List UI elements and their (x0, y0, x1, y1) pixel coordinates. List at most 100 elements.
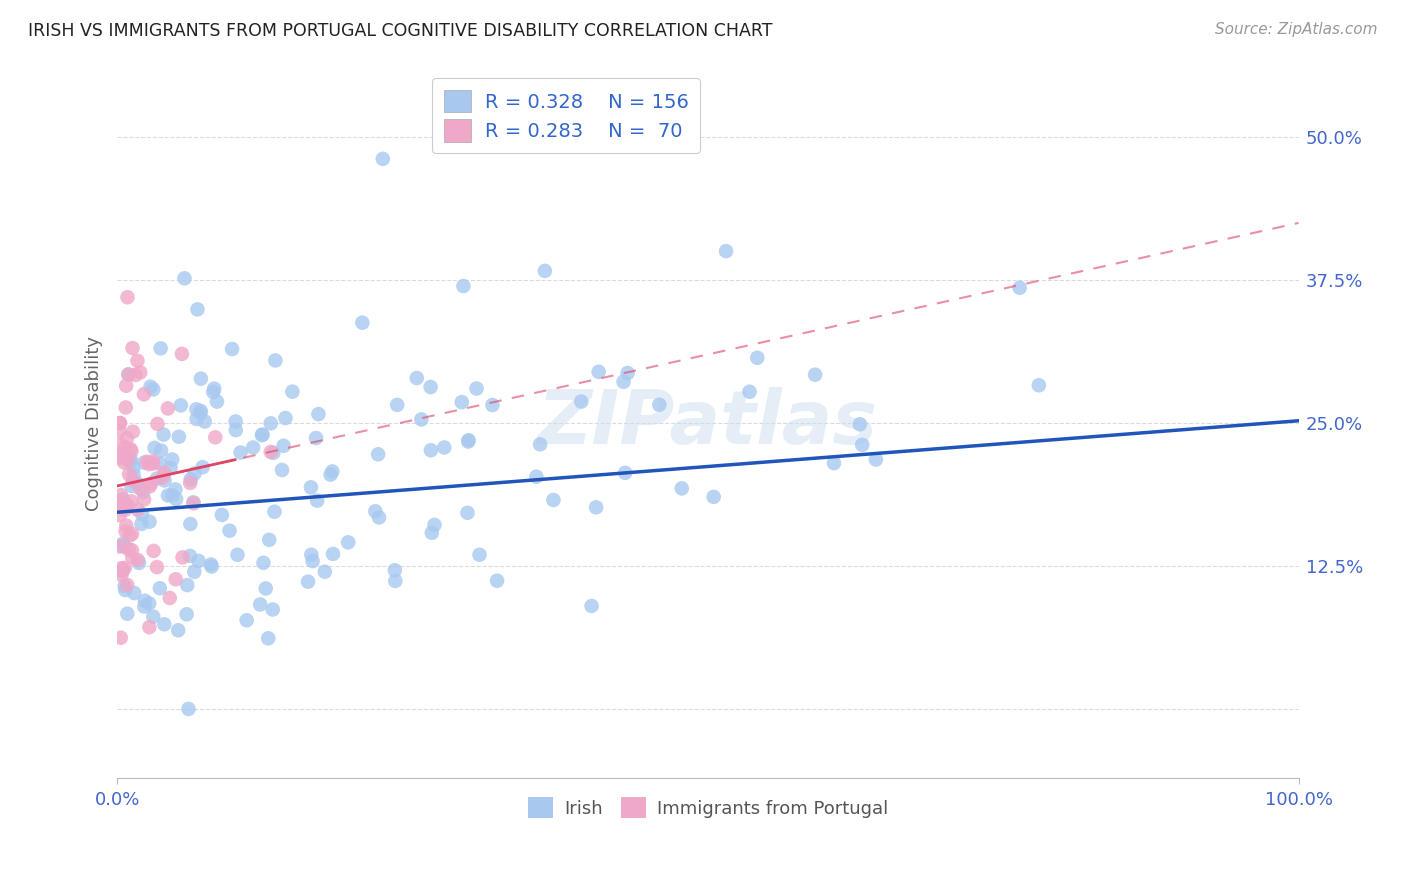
Point (257, 533, 280, 547)
Point (142, 457, 165, 471)
Point (115, 378, 138, 392)
Point (149, 342, 172, 356)
Point (851, 438, 873, 452)
Point (179, 549, 201, 563)
Point (121, 494, 143, 508)
Point (281, 384, 304, 399)
Point (127, 553, 149, 567)
Point (146, 471, 169, 485)
Point (301, 554, 323, 568)
Point (121, 474, 143, 488)
Point (249, 598, 271, 612)
Point (132, 387, 155, 401)
Point (114, 561, 136, 575)
Point (115, 499, 138, 513)
Point (191, 460, 214, 475)
Point (179, 475, 201, 490)
Point (211, 508, 233, 522)
Point (114, 401, 136, 415)
Point (1008, 281, 1031, 295)
Point (165, 483, 187, 497)
Point (254, 582, 277, 596)
Point (110, 631, 132, 645)
Point (131, 507, 153, 521)
Point (648, 398, 671, 412)
Point (153, 617, 176, 632)
Point (114, 524, 136, 539)
Point (262, 446, 284, 460)
Point (616, 366, 638, 380)
Point (117, 453, 139, 467)
Point (526, 469, 548, 483)
Point (205, 394, 228, 409)
Point (112, 492, 135, 507)
Point (186, 402, 208, 417)
Point (250, 428, 273, 442)
Point (110, 568, 132, 582)
Y-axis label: Cognitive Disability: Cognitive Disability (86, 335, 103, 510)
Point (186, 302, 208, 317)
Point (194, 415, 217, 429)
Point (260, 417, 283, 431)
Point (128, 556, 150, 570)
Point (202, 382, 225, 396)
Point (534, 264, 557, 278)
Point (187, 554, 209, 568)
Point (159, 591, 181, 605)
Point (384, 574, 406, 588)
Point (190, 404, 212, 418)
Point (581, 599, 603, 613)
Point (543, 493, 565, 508)
Point (150, 470, 173, 484)
Point (142, 383, 165, 397)
Point (172, 550, 194, 565)
Point (252, 556, 274, 570)
Point (229, 445, 252, 459)
Point (465, 382, 488, 396)
Point (111, 564, 134, 578)
Point (368, 510, 391, 524)
Point (108, 416, 131, 430)
Point (152, 427, 174, 442)
Point (299, 548, 322, 562)
Point (179, 516, 201, 531)
Point (156, 488, 179, 502)
Point (108, 499, 131, 513)
Legend: Irish, Immigrants from Portugal: Irish, Immigrants from Portugal (520, 790, 896, 825)
Point (138, 620, 160, 634)
Point (433, 441, 456, 455)
Point (612, 375, 634, 389)
Text: Source: ZipAtlas.com: Source: ZipAtlas.com (1215, 22, 1378, 37)
Point (115, 578, 138, 592)
Point (299, 480, 322, 494)
Point (122, 467, 145, 482)
Point (121, 479, 143, 493)
Point (149, 457, 172, 471)
Point (181, 495, 204, 509)
Point (242, 441, 264, 455)
Point (112, 536, 135, 550)
Point (118, 542, 141, 557)
Point (271, 463, 294, 477)
Point (456, 506, 478, 520)
Point (420, 525, 443, 540)
Point (127, 502, 149, 516)
Point (1028, 378, 1050, 392)
Point (322, 547, 344, 561)
Point (139, 479, 162, 493)
Point (225, 414, 247, 428)
Point (115, 431, 138, 445)
Point (176, 578, 198, 592)
Point (131, 516, 153, 531)
Point (671, 482, 693, 496)
Point (177, 702, 200, 716)
Point (264, 353, 287, 368)
Point (121, 550, 143, 565)
Point (385, 398, 408, 412)
Point (134, 599, 156, 614)
Point (108, 495, 131, 509)
Point (173, 271, 195, 285)
Point (252, 427, 274, 442)
Point (314, 565, 336, 579)
Point (170, 347, 193, 361)
